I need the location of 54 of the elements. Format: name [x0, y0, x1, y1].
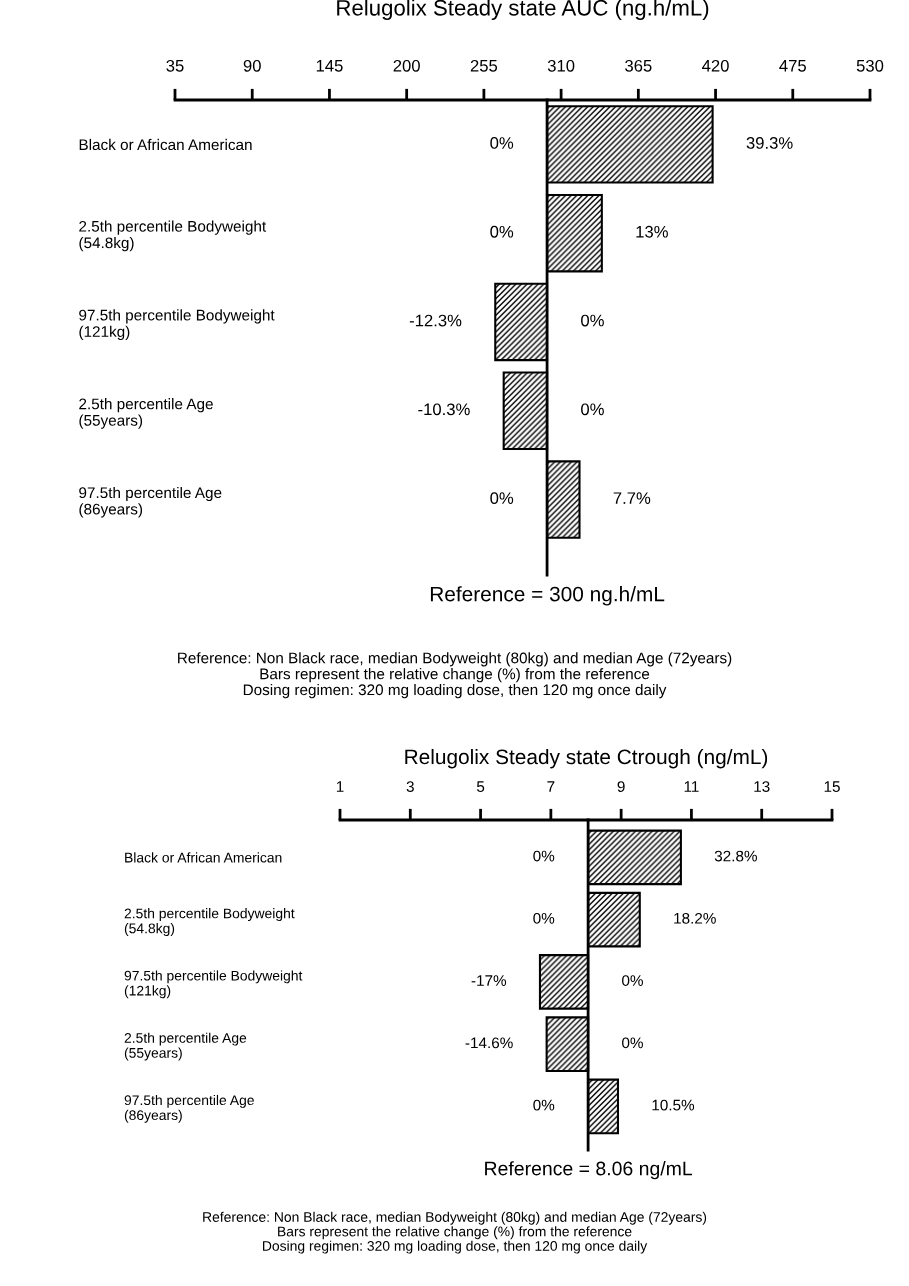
annotation: 18.2% [674, 912, 716, 924]
annotation: 0% [490, 492, 514, 505]
annotation: 0% [581, 403, 604, 416]
y-tick-label: 2.5th percentile Bodyweight (54.8kg) [79, 220, 267, 252]
annotation: -14.6% [465, 1037, 513, 1049]
ref-line-label: Reference = 300 ng.h/mL [430, 586, 665, 606]
x-tick-label: 5 [476, 781, 485, 792]
x-tick-label: 1 [336, 781, 344, 792]
annotation: 0% [622, 975, 643, 986]
y-tick-label: 2.5th percentile Age (55years) [124, 1032, 247, 1061]
x-tick-label: 200 [393, 59, 420, 72]
x-tick-label: 365 [625, 59, 652, 72]
x-tick-label: 145 [316, 60, 343, 72]
y-tick-label: Black or African American [79, 138, 252, 151]
annotation: 13% [636, 225, 668, 238]
annotation: 0% [533, 850, 555, 862]
chart-title: Relugolix Steady state Ctrough (ng/mL) [405, 748, 768, 769]
x-tick-label: 9 [617, 781, 625, 792]
x-tick-label: 475 [779, 60, 806, 72]
x-tick-label: 13 [754, 781, 770, 792]
annotation: 0% [533, 912, 555, 924]
annotation: 32.8% [714, 850, 757, 862]
text: Reference: Non Black race, median Bodyweight (80kg) and median Age (72years) Bars represent the relative change (%) from the reference Dosing regimen: 320 mg loading dose, then 120 mg once daily [178, 652, 732, 699]
text: Reference: Non Black race, median Bodyweight (80kg) and median Age (72years) Bars represent the relative change (%) from the reference Dosing regimen: 320 mg loading dose, then 120 mg once daily [203, 1211, 707, 1254]
x-tick-label: 310 [547, 59, 575, 72]
x-tick-label: 35 [166, 59, 184, 72]
annotation: -10.3% [418, 403, 470, 416]
annotation: 39.3% [746, 137, 793, 149]
y-tick-label: 2.5th percentile Bodyweight (54.8kg) [124, 908, 295, 937]
y-tick-label: 97.5th percentile Bodyweight (121kg) [124, 970, 303, 999]
x-tick-label: 420 [702, 59, 729, 72]
annotation: -12.3% [409, 314, 462, 327]
y-tick-label: 2.5th percentile Age (55years) [79, 398, 213, 429]
x-tick-label: 15 [824, 781, 840, 792]
annotation: 10.5% [652, 1099, 695, 1111]
annotation: 0% [622, 1037, 643, 1049]
x-tick-label: 11 [684, 781, 699, 792]
chart-title: Relugolix Steady state AUC (ng.h/mL) [337, 0, 709, 21]
annotation: 0% [581, 314, 604, 327]
annotation: 7.7% [613, 492, 651, 504]
y-tick-label: 97.5th percentile Bodyweight (121kg) [79, 309, 275, 340]
annotation: -17% [471, 975, 507, 986]
annotation: 0% [490, 137, 514, 149]
y-tick-label: Black or African American [125, 852, 282, 863]
x-tick-label: 530 [856, 59, 884, 72]
x-tick-label: 255 [470, 59, 498, 72]
annotation: 0% [490, 225, 514, 238]
y-tick-label: 97.5th percentile Age (86years) [124, 1094, 254, 1123]
x-tick-label: 7 [547, 781, 555, 792]
annotation: 0% [533, 1099, 555, 1111]
x-tick-label: 90 [243, 59, 261, 72]
x-tick-label: 3 [406, 781, 414, 792]
y-tick-label: 97.5th percentile Age (86years) [79, 486, 222, 518]
ref-line-label: Reference = 8.06 ng/mL [485, 1161, 693, 1180]
